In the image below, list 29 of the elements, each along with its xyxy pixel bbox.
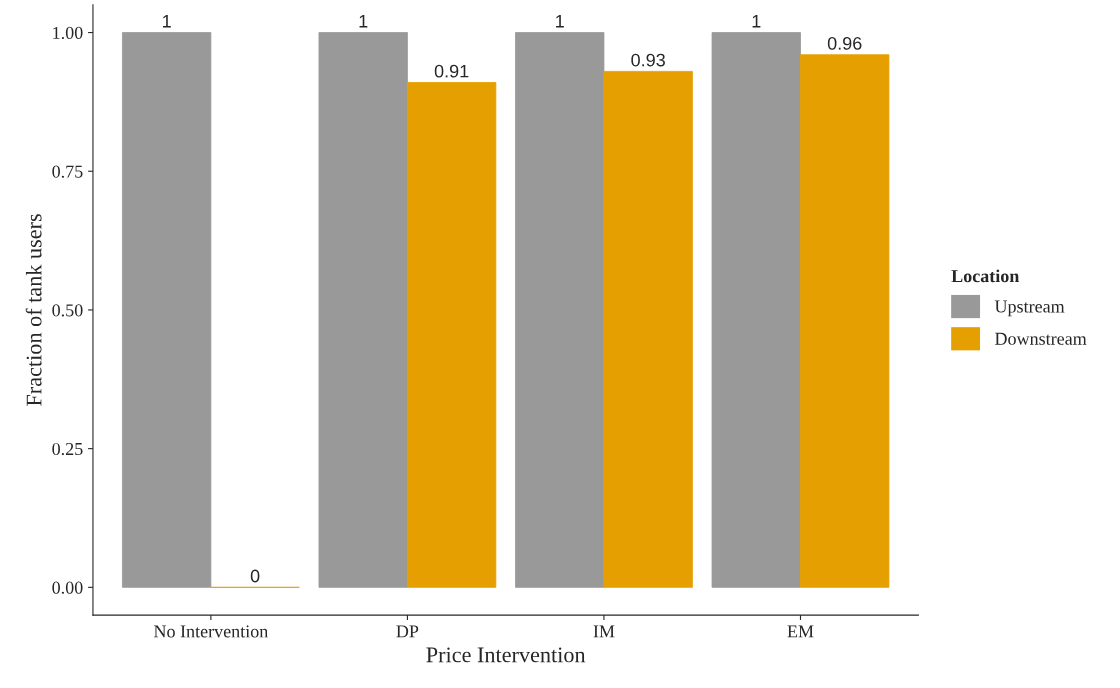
legend-title: Location [951,269,1020,283]
legend-label: Downstream [995,332,1087,345]
legend-label: Upstream [994,300,1065,317]
x-tick-label: No Intervention [153,625,269,638]
data-label: 1 [752,15,761,28]
x-tick-label: EM [787,625,814,638]
y-tick-label: 0.00 [52,581,83,594]
bar [318,32,408,588]
data-label: 1 [359,15,368,28]
y-tick-label: 0.75 [52,165,83,178]
data-label: 0 [250,569,260,583]
y-axis-title: Fraction of tank users [25,214,42,406]
bar [800,54,890,588]
y-tick-label: 1.00 [53,26,83,40]
data-label: 1 [556,15,564,28]
bar [603,70,693,588]
x-tick-label: DP [396,625,419,638]
y-tick-label: 0.25 [52,442,83,456]
bar [406,82,497,588]
y-tick-label: 0.50 [52,304,83,317]
x-tick-label: IM [593,625,615,638]
data-label: 0.93 [631,53,665,67]
x-axis-title: Price Intervention [426,647,586,663]
data-label: 1 [163,15,171,28]
bar [122,32,212,588]
data-label: 0.96 [827,37,862,50]
data-label: 0.91 [434,64,469,78]
bar [711,32,801,588]
bar [515,32,605,588]
